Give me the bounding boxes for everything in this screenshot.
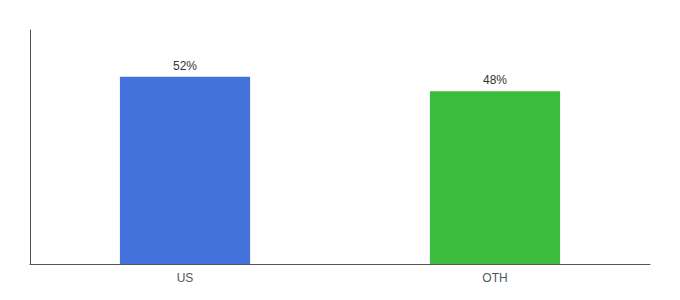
svg-text:US: US xyxy=(177,271,194,285)
svg-text:52%: 52% xyxy=(173,59,197,73)
svg-text:OTH: OTH xyxy=(482,271,507,285)
svg-text:48%: 48% xyxy=(483,73,507,87)
